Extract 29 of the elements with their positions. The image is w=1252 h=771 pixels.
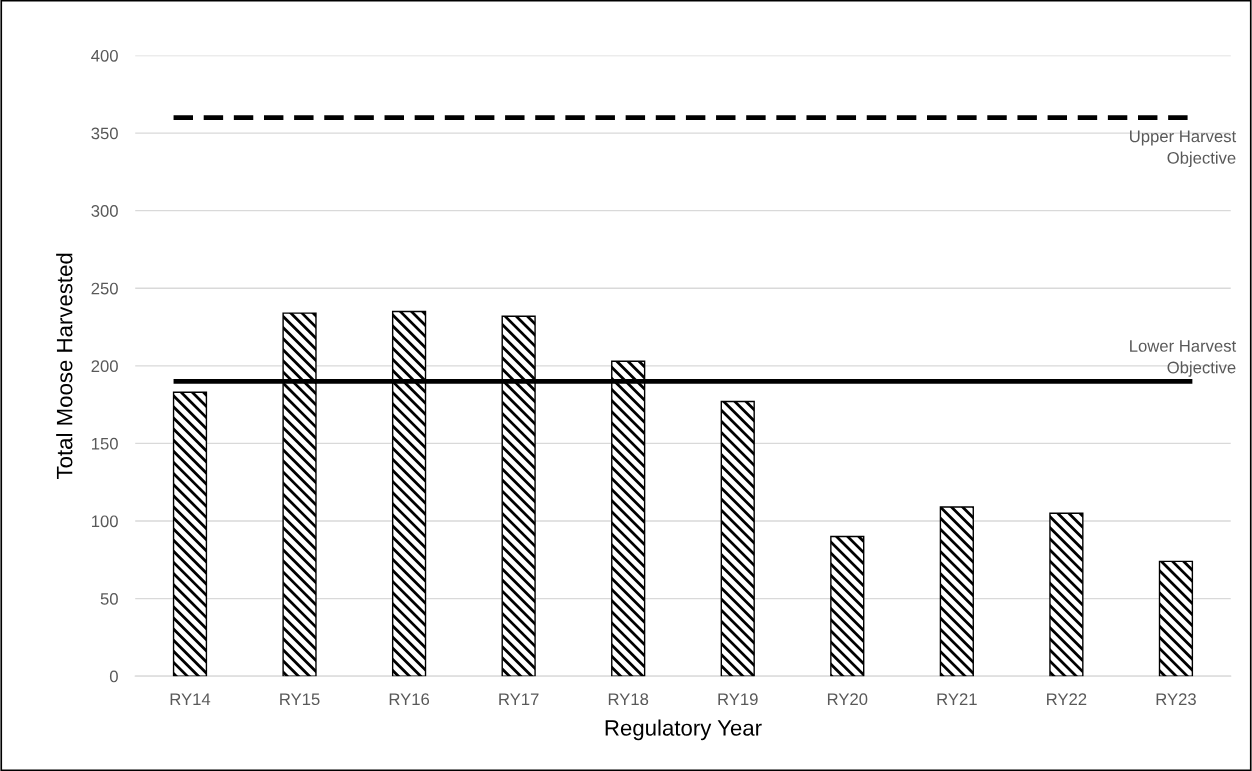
- x-tick-label: RY15: [280, 693, 320, 706]
- x-tick-label: RY18: [608, 693, 649, 706]
- y-axis-title: Total Moose Harvested: [56, 253, 73, 479]
- x-tick-label: RY21: [937, 693, 977, 705]
- x-tick-label: RY22: [1047, 693, 1087, 705]
- x-tick-label: RY19: [718, 693, 758, 706]
- bar: [172, 391, 208, 677]
- y-tick-label: 300: [91, 205, 118, 217]
- bar: [830, 535, 865, 677]
- y-tick-label: 50: [100, 592, 118, 605]
- x-axis-title: Regulatory Year: [605, 719, 762, 741]
- y-tick-label: 250: [91, 282, 118, 295]
- bar: [939, 506, 974, 677]
- y-tick-label: 100: [92, 515, 118, 528]
- x-tick-label: RY20: [827, 693, 868, 706]
- y-tick-label: 150: [92, 437, 118, 450]
- ref-line-label: Upper Harvest Objective: [1130, 130, 1237, 168]
- bar: [720, 400, 755, 677]
- y-tick-label: 350: [91, 127, 118, 140]
- x-tick-label: RY17: [499, 693, 539, 705]
- bar: [1049, 512, 1084, 677]
- x-tick-label: RY14: [170, 693, 211, 705]
- y-tick-label: 200: [91, 360, 118, 373]
- x-tick-label: RY16: [389, 693, 430, 706]
- y-tick-label: 400: [91, 49, 118, 62]
- x-tick-label: RY23: [1156, 693, 1196, 706]
- y-tick-label: 0: [109, 670, 118, 683]
- bar: [1158, 560, 1194, 677]
- ref-line-label: Lower Harvest Objective: [1130, 340, 1237, 377]
